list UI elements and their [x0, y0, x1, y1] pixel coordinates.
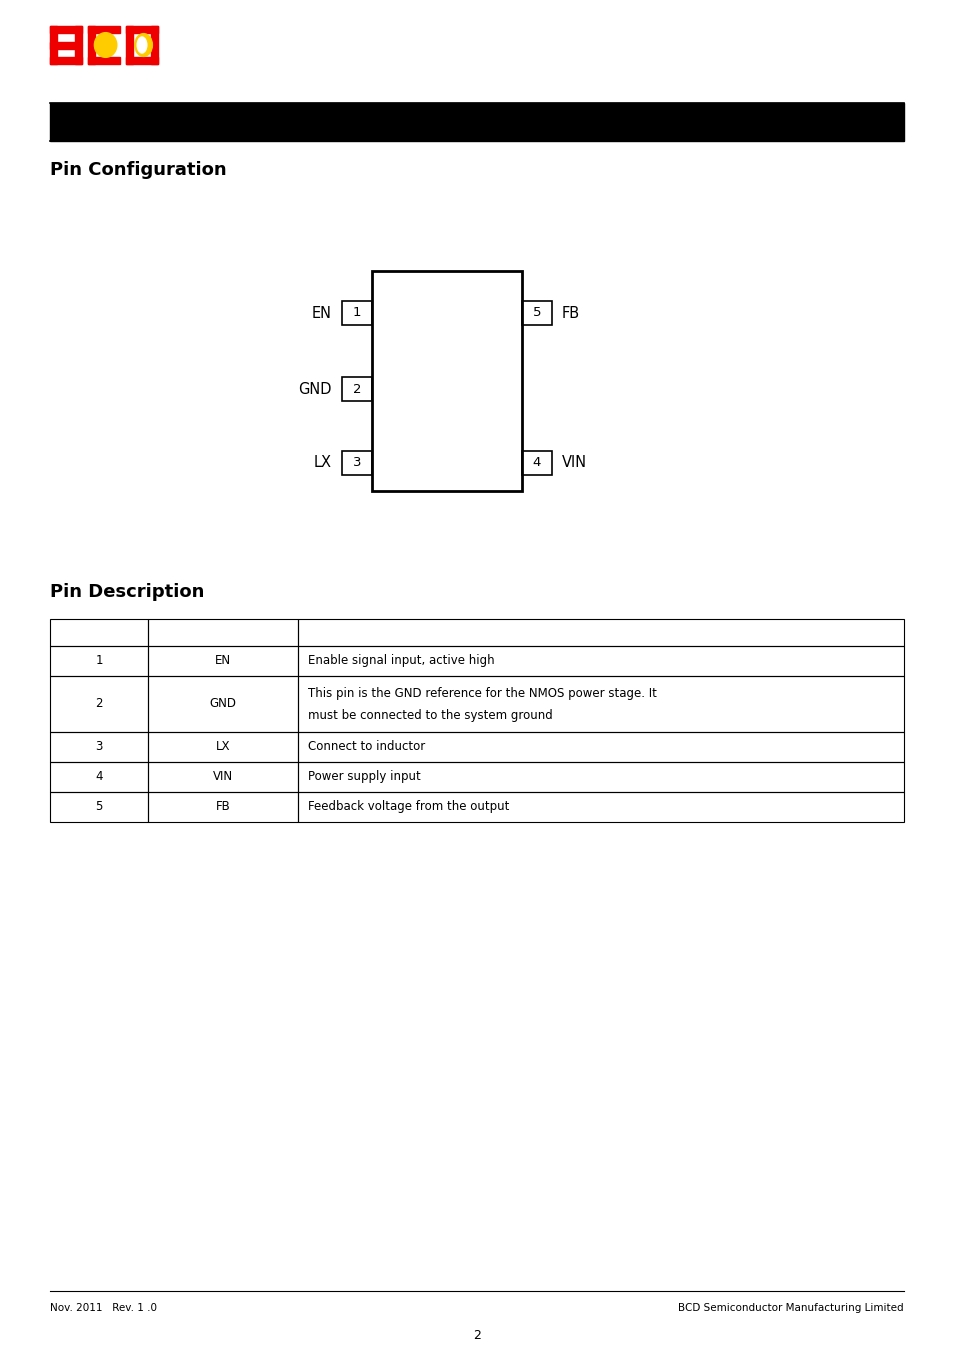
Bar	[148, 792, 297, 821]
Text: Enable signal input, active high: Enable signal input, active high	[307, 654, 494, 667]
Bar	[341, 301, 372, 326]
Bar	[75, 45, 82, 63]
Bar	[372, 272, 521, 490]
Bar	[148, 762, 297, 792]
Bar	[50, 103, 903, 141]
Bar	[148, 619, 297, 646]
Text: 4: 4	[95, 770, 103, 784]
Text: Power supply input: Power supply input	[307, 770, 420, 784]
Text: GND: GND	[298, 381, 332, 396]
Text: must be connected to the system ground: must be connected to the system ground	[307, 709, 552, 721]
Bar	[148, 676, 297, 732]
Text: VIN: VIN	[213, 770, 233, 784]
Bar	[126, 57, 158, 63]
Bar	[88, 57, 120, 63]
Text: Connect to inductor: Connect to inductor	[307, 740, 424, 754]
Text: BCD Semiconductor Manufacturing Limited: BCD Semiconductor Manufacturing Limited	[678, 1302, 903, 1313]
Bar	[50, 57, 82, 63]
Text: Nov. 2011   Rev. 1 .0: Nov. 2011 Rev. 1 .0	[50, 1302, 157, 1313]
Text: 5: 5	[532, 307, 540, 319]
Bar	[126, 26, 158, 32]
Text: Pin Description: Pin Description	[50, 584, 204, 601]
Text: FB: FB	[561, 305, 579, 320]
Text: 4: 4	[533, 457, 540, 470]
Text: 3: 3	[353, 457, 361, 470]
Text: Feedback voltage from the output: Feedback voltage from the output	[307, 801, 509, 813]
Text: 5: 5	[95, 801, 103, 813]
Text: VIN: VIN	[561, 455, 586, 470]
Bar	[126, 26, 132, 63]
Bar	[297, 762, 903, 792]
Bar	[50, 646, 148, 676]
Text: EN: EN	[312, 305, 332, 320]
Text: 2: 2	[95, 697, 103, 711]
Bar	[341, 377, 372, 401]
Text: 2: 2	[353, 382, 361, 396]
Bar	[297, 792, 903, 821]
Bar	[148, 646, 297, 676]
Bar	[151, 26, 158, 63]
Bar	[50, 42, 77, 49]
Bar	[50, 26, 82, 32]
Text: 3: 3	[95, 740, 103, 754]
Text: EN: EN	[214, 654, 231, 667]
Bar	[521, 301, 552, 326]
Text: This pin is the GND reference for the NMOS power stage. It: This pin is the GND reference for the NM…	[307, 688, 656, 700]
Bar	[521, 451, 552, 476]
Bar	[88, 26, 120, 32]
Text: FB: FB	[215, 801, 230, 813]
Ellipse shape	[134, 34, 152, 57]
Bar	[50, 792, 148, 821]
Ellipse shape	[137, 36, 147, 53]
Text: 1: 1	[95, 654, 103, 667]
Bar	[341, 451, 372, 476]
Text: LX: LX	[314, 455, 332, 470]
Bar	[50, 676, 148, 732]
Bar	[297, 732, 903, 762]
Bar	[148, 732, 297, 762]
Ellipse shape	[94, 32, 116, 57]
Bar	[50, 26, 57, 63]
Bar	[297, 619, 903, 646]
Text: 2: 2	[473, 1329, 480, 1342]
Bar	[50, 619, 148, 646]
Bar	[75, 26, 82, 45]
Text: Pin Configuration: Pin Configuration	[50, 161, 227, 178]
Bar	[297, 646, 903, 676]
Text: LX: LX	[215, 740, 230, 754]
Bar	[50, 762, 148, 792]
Text: GND: GND	[210, 697, 236, 711]
Bar	[50, 732, 148, 762]
Bar	[88, 26, 95, 63]
Text: 1: 1	[353, 307, 361, 319]
Bar	[297, 676, 903, 732]
